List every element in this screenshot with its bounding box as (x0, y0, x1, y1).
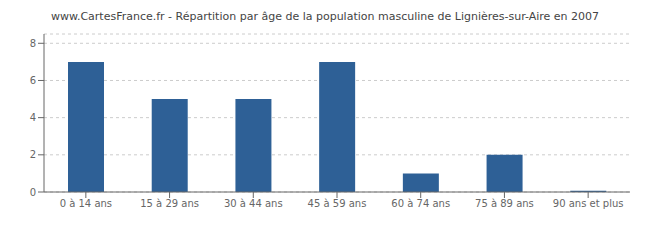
svg-text:8: 8 (30, 38, 36, 49)
svg-text:0: 0 (30, 187, 36, 198)
svg-text:0 à 14 ans: 0 à 14 ans (60, 198, 112, 209)
svg-text:60 à 74 ans: 60 à 74 ans (391, 198, 450, 209)
html-text:www.CartesFrance.fr - Répartit: www.CartesFrance.fr - Répartition par âg… (50, 10, 600, 23)
svg-text:90 ans et plus: 90 ans et plus (553, 198, 624, 209)
svg-text:4: 4 (30, 112, 36, 123)
svg-text:30 à 44 ans: 30 à 44 ans (224, 198, 283, 209)
svg-text:75 à 89 ans: 75 à 89 ans (475, 198, 534, 209)
svg-text:15 à 29 ans: 15 à 29 ans (140, 198, 199, 209)
svg-text:6: 6 (30, 75, 36, 86)
svg-text:2: 2 (30, 149, 36, 160)
svg-text:45 à 59 ans: 45 à 59 ans (308, 198, 367, 209)
